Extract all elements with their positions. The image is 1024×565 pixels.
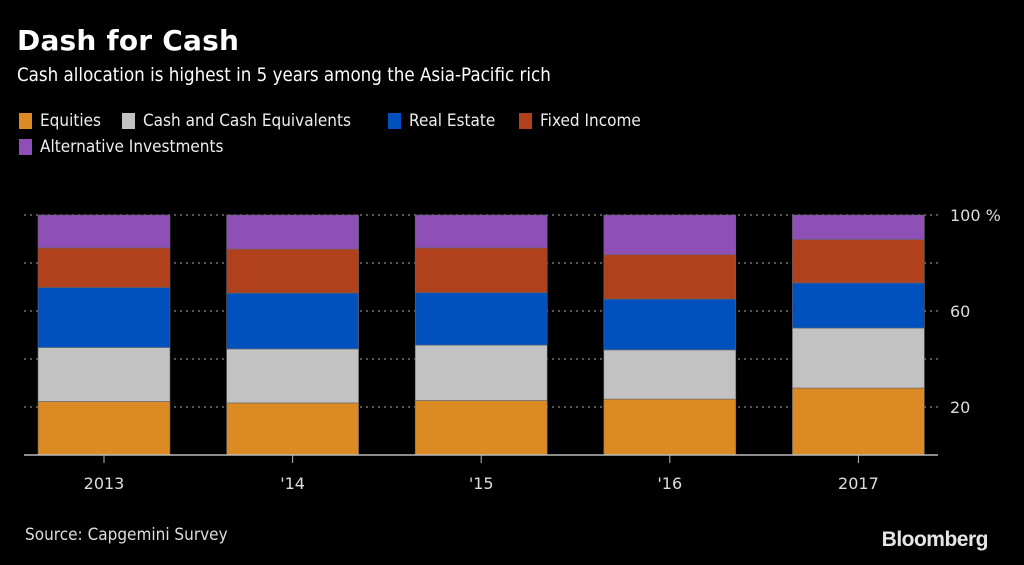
bar-2013-equities: [37, 401, 171, 456]
bar-16-real-estate: [603, 298, 737, 351]
bar-2017-real-estate: [792, 282, 925, 329]
bar-2013-alternative-investments: [37, 214, 171, 249]
bar-15-alternative-investments: [414, 214, 548, 249]
legend-label-alternative: Alternative Investments: [40, 137, 224, 157]
x-axis: 2013 '14 '15 '16 2017: [24, 454, 938, 493]
legend-swatch-real-estate: [387, 113, 401, 129]
legend-item-equities: Equities: [19, 111, 108, 131]
legend-label-cash: Cash and Cash Equivalents: [142, 111, 351, 131]
chart-title: Dash for Cash: [17, 24, 240, 57]
legend-swatch-fixed-income: [518, 113, 532, 129]
legend-swatch-equities: [19, 113, 32, 129]
y-axis: 20 60 100 %: [950, 206, 1001, 417]
x-tick-label: '15: [469, 474, 494, 493]
bar-15-fixed-income: [414, 247, 548, 293]
x-tick-label: 2013: [84, 474, 125, 493]
bar-16-equities: [603, 398, 737, 456]
bar-16-cash-and-cash-equivalents: [603, 349, 737, 400]
legend-item-fixed-income: Fixed Income: [518, 111, 652, 131]
bar-2013-cash-and-cash-equivalents: [37, 347, 171, 402]
legend: Equities Cash and Cash Equivalents Real …: [19, 108, 779, 160]
bar-2013-real-estate: [37, 287, 171, 348]
bar-14-real-estate: [226, 292, 359, 350]
y-tick-label: 60: [950, 302, 970, 321]
bar-16-alternative-investments: [603, 214, 737, 255]
bar-15-cash-and-cash-equivalents: [414, 344, 548, 401]
bar-14-fixed-income: [226, 248, 359, 294]
x-tick-label: 2017: [838, 474, 879, 493]
bars: [37, 214, 925, 456]
bar-2017-fixed-income: [792, 239, 925, 284]
legend-item-alternative: Alternative Investments: [19, 137, 244, 157]
legend-swatch-alternative: [19, 139, 32, 155]
bar-2017-equities: [792, 387, 925, 456]
x-tick-label: '16: [657, 474, 682, 493]
legend-swatch-cash: [121, 113, 135, 129]
legend-label-real-estate: Real Estate: [408, 111, 496, 131]
source-note: Source: Capgemini Survey: [25, 525, 228, 545]
bar-16-fixed-income: [603, 254, 737, 300]
legend-item-real-estate: Real Estate: [387, 111, 505, 131]
bar-14-alternative-investments: [226, 214, 359, 250]
legend-label-equities: Equities: [40, 111, 101, 131]
bar-2017-cash-and-cash-equivalents: [792, 327, 925, 389]
legend-row-2: Alternative Investments: [19, 134, 779, 160]
bar-15-real-estate: [414, 292, 548, 346]
bar-14-equities: [226, 402, 359, 456]
bar-14-cash-and-cash-equivalents: [226, 348, 359, 404]
chart-subtitle: Cash allocation is highest in 5 years am…: [17, 64, 551, 86]
bar-2013-fixed-income: [37, 247, 171, 288]
legend-label-fixed-income: Fixed Income: [539, 111, 641, 131]
bar-2017-alternative-investments: [792, 214, 925, 240]
legend-row-1: Equities Cash and Cash Equivalents Real …: [19, 108, 779, 134]
bar-15-equities: [414, 400, 548, 456]
y-tick-label: 20: [950, 398, 970, 417]
y-tick-label: 100 %: [950, 206, 1001, 225]
bloomberg-logo: Bloomberg: [881, 528, 989, 551]
legend-item-cash: Cash and Cash Equivalents: [121, 111, 374, 131]
x-tick-label: '14: [280, 474, 305, 493]
